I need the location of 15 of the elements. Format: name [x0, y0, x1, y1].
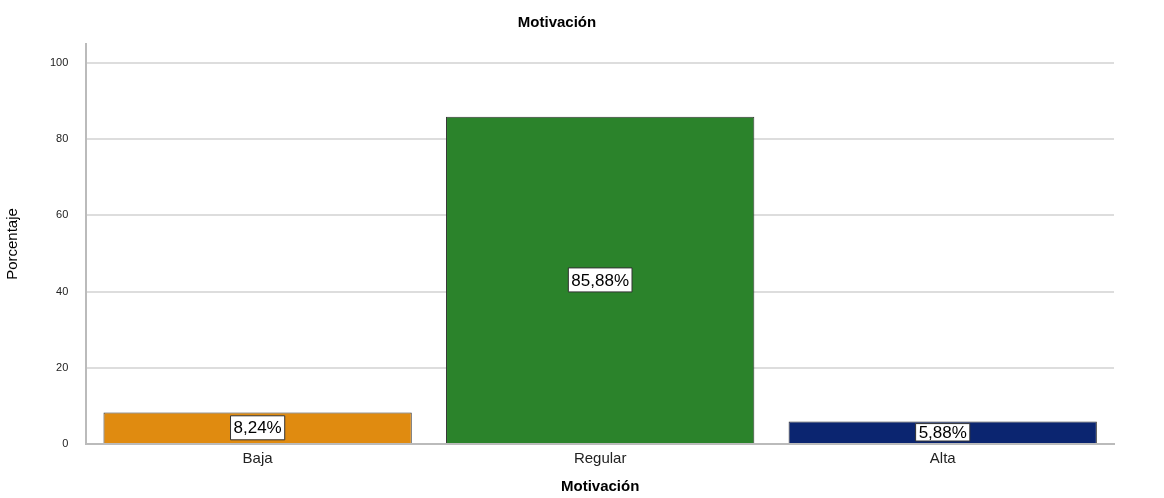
y-tick-label: 100: [49, 56, 69, 69]
x-tick-label: Alta: [929, 449, 957, 467]
y-tick-label: 40: [56, 284, 69, 297]
y-tick-label: 0: [62, 437, 69, 450]
y-tick-label: 80: [56, 132, 69, 145]
x-tick-label: Regular: [573, 449, 627, 467]
data-label: 8,24%: [233, 418, 282, 438]
chart-title: Motivación: [517, 13, 597, 31]
data-label: 85,88%: [571, 270, 630, 290]
y-axis-title: Porcentaje: [3, 208, 21, 280]
data-label: 5,88%: [918, 422, 967, 442]
y-tick-label: 20: [56, 360, 69, 373]
x-tick-label: Baja: [242, 449, 274, 467]
y-tick-label: 60: [56, 208, 69, 221]
x-axis-title: Motivación: [561, 477, 640, 495]
